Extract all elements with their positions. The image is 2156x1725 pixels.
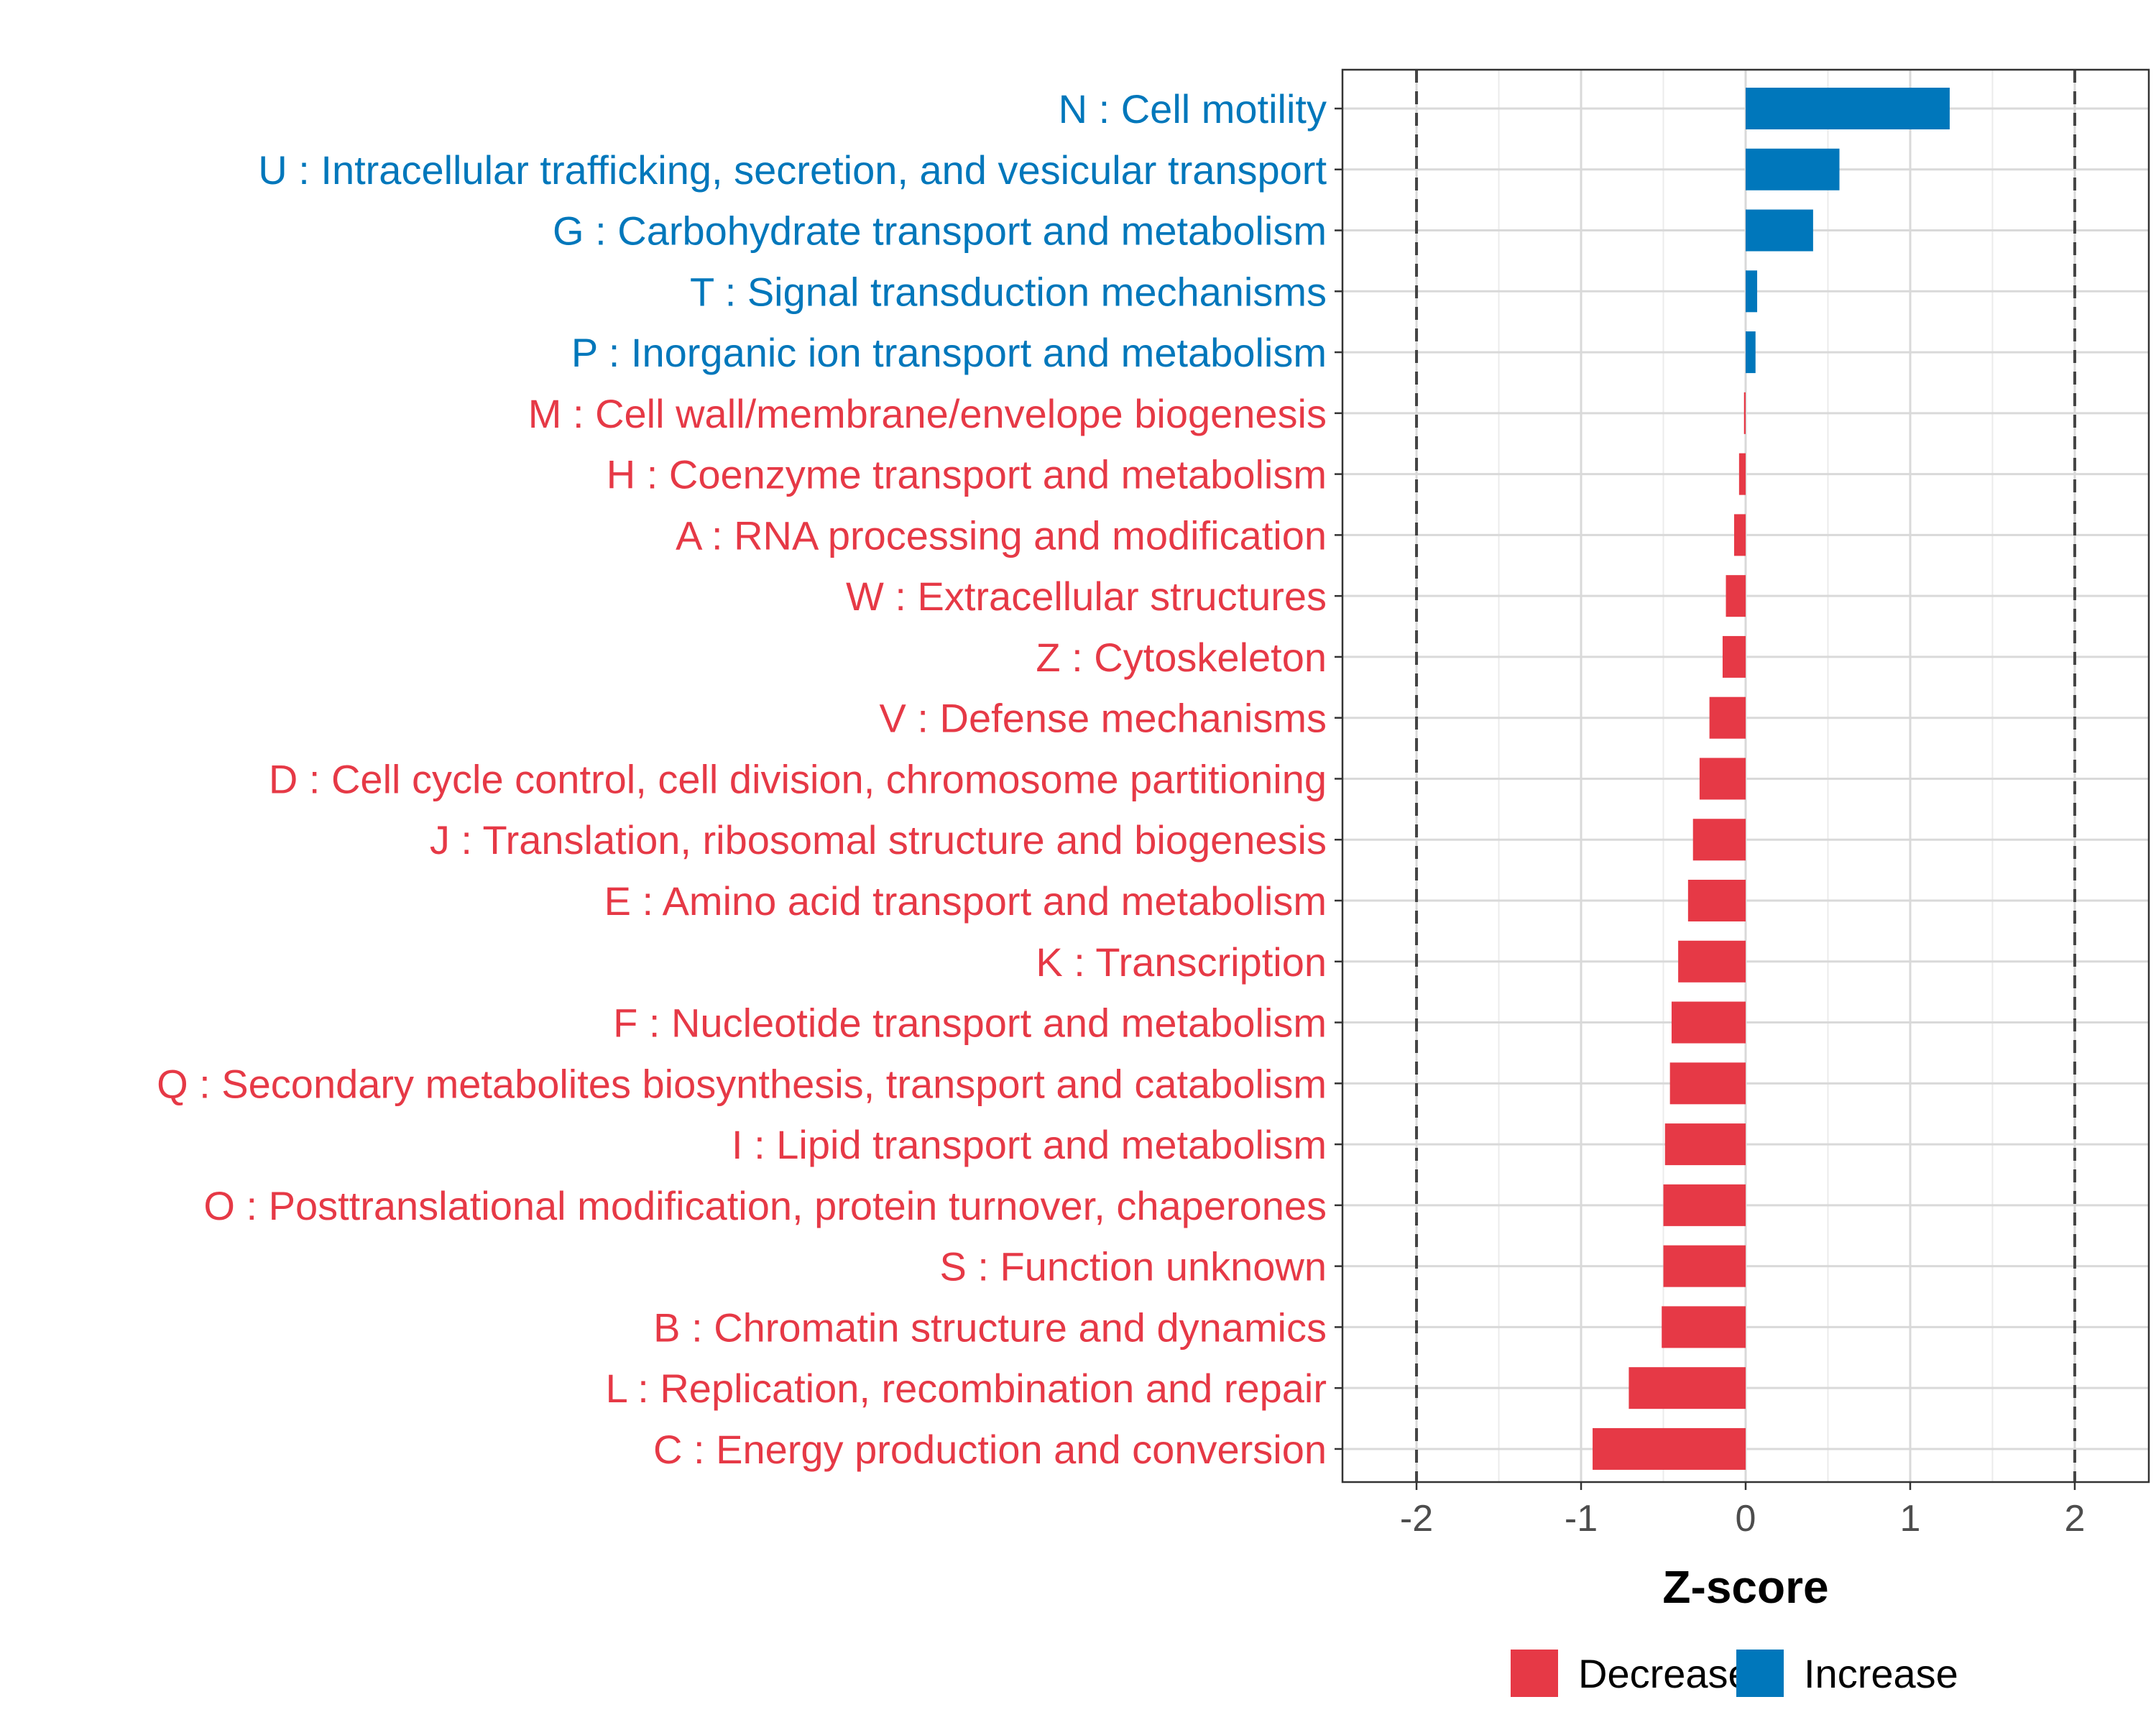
bar [1628,1367,1746,1409]
category-label: V : Defense mechanisms [880,696,1327,741]
category-label: L : Replication, recombination and repai… [606,1366,1327,1411]
x-tick-label: 1 [1900,1498,1921,1540]
legend-swatch [1511,1650,1558,1697]
bar [1709,696,1746,739]
category-label: J : Translation, ribosomal structure and… [430,817,1327,862]
bar [1671,1001,1746,1044]
category-label: N : Cell motility [1059,86,1327,132]
bar [1669,1062,1746,1105]
bar [1746,270,1758,313]
x-tick-label: -1 [1565,1498,1598,1540]
category-label: I : Lipid transport and metabolism [732,1122,1327,1167]
x-tick-labels: -2 -1 0 1 2 [1400,1498,2086,1540]
bar [1746,148,1840,190]
category-label: T : Signal transduction mechanisms [690,269,1327,314]
x-tick-label: 0 [1736,1498,1756,1540]
category-label: E : Amino acid transport and metabolism [604,878,1327,924]
bar [1733,514,1746,556]
legend-label: Increase [1804,1651,1958,1696]
reference-lines [1415,70,2076,1482]
category-label: U : Intracellular trafficking, secretion… [258,147,1327,193]
bar [1663,1245,1746,1287]
category-label: O : Posttranslational modification, prot… [203,1183,1327,1228]
category-label: P : Inorganic ion transport and metaboli… [571,330,1327,375]
legend: Decrease Increase [1511,1650,1958,1697]
category-label: K : Transcription [1036,939,1327,985]
category-label: B : Chromatin structure and dynamics [653,1305,1327,1350]
legend-label: Decrease [1578,1651,1751,1696]
bar [1743,392,1746,434]
category-label: D : Cell cycle control, cell division, c… [269,756,1327,801]
axis-ticks [1335,107,2076,1490]
bars [1593,88,1950,1470]
bar [1662,1306,1746,1348]
bar [1692,819,1746,861]
category-labels: N : Cell motility U : Intracellular traff… [157,86,1327,1472]
category-label: M : Cell wall/membrane/envelope biogenes… [528,391,1327,436]
bar [1699,758,1746,800]
legend-swatch [1736,1650,1784,1697]
bar [1664,1123,1746,1166]
x-tick-label: 2 [2064,1498,2085,1540]
category-label: G : Carbohydrate transport and metabolis… [553,208,1327,254]
x-axis-title: Z-score [1662,1561,1828,1613]
bar [1746,209,1813,252]
bar [1738,453,1746,495]
category-label: W : Extracellular structures [846,574,1327,619]
category-label: A : RNA processing and modification [676,512,1327,558]
bar [1746,88,1950,129]
bar [1687,880,1746,922]
bar [1722,635,1746,678]
x-tick-label: -2 [1400,1498,1433,1540]
category-label: C : Energy production and conversion [653,1427,1327,1472]
bar [1593,1427,1746,1470]
category-label: Q : Secondary metabolites biosynthesis, … [157,1061,1327,1106]
category-label: Z : Cytoskeleton [1036,635,1327,680]
bar [1678,940,1746,983]
category-label: S : Function unknown [939,1244,1327,1289]
category-label: F : Nucleotide transport and metabolism [613,1000,1327,1046]
bar [1746,331,1756,374]
bar [1663,1184,1746,1226]
category-label: H : Coenzyme transport and metabolism [607,452,1327,497]
bar [1726,575,1746,617]
